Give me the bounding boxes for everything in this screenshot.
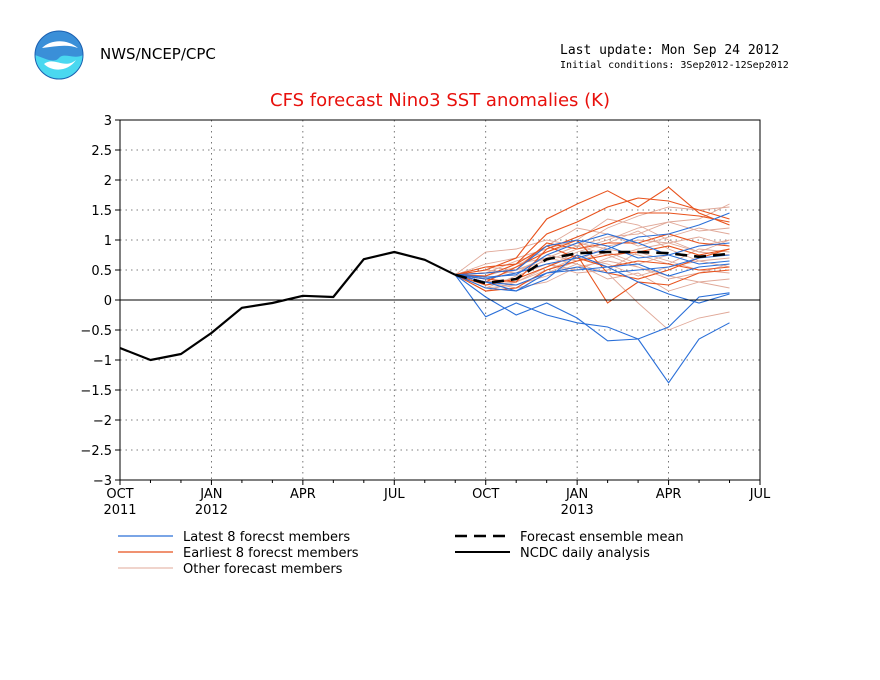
x-tick-year: 2012 [195, 503, 228, 518]
latest-members [454, 212, 730, 384]
y-tick-label: −2.5 [80, 444, 112, 459]
y-tick-label: 3 [104, 114, 112, 129]
plot-frame [119, 119, 761, 481]
ncdc-analysis [119, 250, 456, 362]
chart-title: CFS forecast Nino3 SST anomalies (K) [270, 90, 610, 111]
latest-member-line [455, 254, 730, 286]
legend-analysis-label: NCDC daily analysis [520, 546, 650, 561]
other-member-line [455, 221, 730, 276]
y-ticks: 3 2.5 2 1.5 1 0.5 0 −0.5 −1 −1.5 −2 −2.5 −3 [80, 114, 120, 489]
agency-label: NWS/NCEP/CPC [100, 45, 216, 63]
y-tick-label: −3 [93, 474, 112, 489]
latest-member-line [454, 274, 730, 384]
x-tick-year: 2011 [103, 503, 136, 518]
y-tick-label: 0.5 [91, 264, 112, 279]
x-tick-label: OCT [106, 487, 133, 502]
earliest-member-line [455, 197, 730, 277]
latest-member-line [455, 239, 730, 276]
y-tick-label: 2 [104, 174, 112, 189]
earliest-member-line [455, 186, 730, 276]
x-tick-label: JAN [199, 487, 222, 502]
ensemble-mean-line [454, 250, 730, 285]
x-tick-label: JUL [383, 487, 405, 502]
initial-conditions-label: Initial conditions: 3Sep2012-12Sep2012 [560, 60, 789, 71]
y-tick-label: 2.5 [91, 144, 112, 159]
earliest-member-line [455, 239, 730, 283]
legend-latest-label: Latest 8 forecst members [183, 530, 350, 545]
y-tick-label: −2 [93, 414, 112, 429]
x-tick-label: JAN [565, 487, 588, 502]
earliest-member-line [455, 245, 730, 276]
y-tick-label: 1.5 [91, 204, 112, 219]
legend-mean-label: Forecast ensemble mean [520, 530, 684, 545]
x-tick-label: APR [290, 487, 316, 502]
x-tick-label: OCT [472, 487, 499, 502]
latest-member-line [454, 254, 730, 304]
y-tick-label: −1.5 [80, 384, 112, 399]
x-tick-label: JUL [749, 487, 771, 502]
other-members [454, 203, 730, 331]
x-tick-year: 2013 [561, 503, 594, 518]
x-tick-label: APR [656, 487, 682, 502]
latest-member-line [455, 263, 730, 292]
other-member-line [455, 218, 730, 276]
y-tick-label: 0 [104, 294, 112, 309]
analysis-line [119, 250, 456, 362]
other-member-line [455, 260, 730, 289]
legend-other-label: Other forecast members [183, 562, 343, 577]
ensemble-mean [454, 250, 730, 285]
latest-member-line [454, 274, 730, 342]
y-tick-label: −1 [93, 354, 112, 369]
last-update-label: Last update: Mon Sep 24 2012 [560, 43, 780, 58]
noaa-logo [34, 30, 84, 80]
y-tick-label: 1 [104, 234, 112, 249]
y-tick-label: −0.5 [80, 324, 112, 339]
other-member-line [454, 206, 730, 276]
legend-earliest-label: Earliest 8 forecst members [183, 546, 359, 561]
